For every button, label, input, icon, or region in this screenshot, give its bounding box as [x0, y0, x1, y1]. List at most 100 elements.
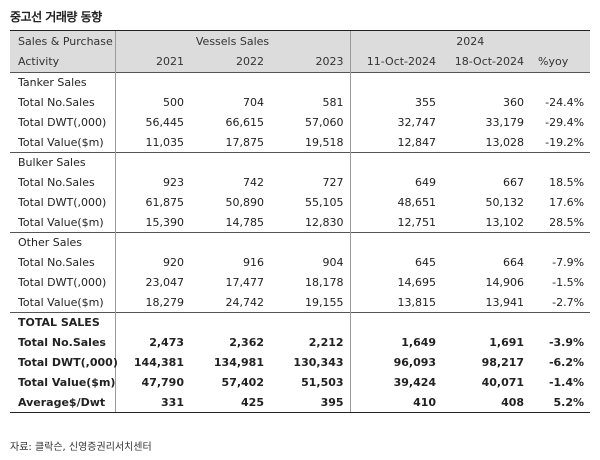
- cell-v2023: 19,155: [305, 295, 344, 309]
- cell-oct11: 355: [349, 92, 443, 113]
- cell-yoy: -29.4%: [545, 116, 585, 129]
- cell-oct11: 39,424: [349, 372, 443, 393]
- cell-v2023: 19,518: [305, 135, 344, 149]
- header-11-oct: 11-Oct-2024: [349, 51, 443, 73]
- cell-yoy: -1.5%: [552, 276, 585, 289]
- empty-cell: [349, 312, 443, 333]
- header-row-2: Activity 2021 2022 2023 11-Oct-2024 18-O…: [10, 51, 591, 73]
- cell-oct11: 649: [349, 172, 443, 193]
- cell-oct18: 13,028: [485, 135, 525, 149]
- cell-oct18: 667: [503, 176, 525, 189]
- table-row: Total Value($m) 11,035 17,875 19,518 12,847 1…: [10, 132, 590, 153]
- section-header-row: Other Sales: [10, 232, 591, 253]
- cell-yoy: 5.2%: [530, 392, 591, 413]
- page-title: 중고선 거래량 동향: [10, 10, 102, 24]
- empty-cell: [114, 232, 190, 253]
- cell-v2023: 57,060: [305, 116, 344, 129]
- empty-cell: [114, 72, 190, 93]
- cell-v2022: 66,615: [225, 116, 265, 129]
- empty-cell: [349, 152, 443, 173]
- row-label: Total DWT(,000): [18, 356, 118, 369]
- cell-oct11: 14,695: [349, 272, 443, 293]
- row-label: Total No.Sales: [18, 336, 106, 349]
- cell-v2021: 15,390: [114, 212, 190, 233]
- empty-cell: [349, 232, 443, 253]
- vessel-sales-table: Sales & Purchase Vessels Sales 2024 Acti…: [10, 30, 591, 413]
- table-row: Total Value($m) 47,790 57,402 51,503 39,424 4…: [10, 372, 590, 393]
- cell-v2021: 18,279: [114, 292, 190, 313]
- header-2023: 2023: [270, 51, 351, 73]
- cell-oct11: 1,649: [349, 332, 443, 353]
- row-label: Total Value($m): [18, 295, 104, 309]
- table-row: Total DWT(,000) 61,875 50,890 55,105 48,651 5…: [10, 192, 590, 213]
- cell-oct11: 645: [349, 252, 443, 273]
- cell-v2023: 18,178: [305, 276, 344, 289]
- cell-yoy: 18.5%: [549, 176, 585, 189]
- cell-yoy: -7.9%: [552, 256, 585, 269]
- section-header-row: TOTAL SALES: [10, 312, 591, 333]
- section-header-row: Tanker Sales: [10, 72, 591, 93]
- empty-cell: [442, 152, 531, 173]
- cell-v2021: 923: [114, 172, 190, 193]
- cell-v2021: 920: [114, 252, 190, 273]
- cell-v2022: 425: [190, 392, 270, 413]
- empty-cell: [190, 312, 270, 333]
- cell-v2022: 742: [243, 176, 264, 189]
- section-header-row: Bulker Sales: [10, 152, 591, 173]
- header-vessels-sales: Vessels Sales: [114, 30, 351, 52]
- cell-v2021: 61,875: [114, 192, 190, 213]
- cell-oct18: 360: [503, 96, 525, 109]
- cell-oct11: 32,747: [349, 112, 443, 133]
- section-title: TOTAL SALES: [10, 312, 115, 333]
- table-row: Average$/Dwt 331 425 395 410 408 5.2%: [10, 392, 591, 413]
- cell-v2022: 2,362: [229, 336, 264, 349]
- data-table: Sales & Purchase Vessels Sales 2024 Acti…: [10, 30, 591, 413]
- cell-v2022: 24,742: [225, 295, 265, 309]
- cell-oct18: 40,071: [481, 376, 525, 389]
- cell-v2022: 50,890: [225, 196, 265, 209]
- table-row: Total No.Sales 920 916 904 645 664 -7.9%: [10, 252, 590, 273]
- cell-yoy: -3.9%: [548, 336, 585, 349]
- header-2021: 2021: [114, 51, 190, 73]
- empty-cell: [349, 72, 443, 93]
- cell-v2021: 56,445: [114, 112, 190, 133]
- empty-cell: [530, 152, 591, 173]
- row-label: Total No.Sales: [18, 256, 95, 269]
- cell-v2021: 500: [114, 92, 190, 113]
- section-title: Tanker Sales: [10, 72, 115, 93]
- cell-yoy: -6.2%: [548, 356, 585, 369]
- cell-yoy: 28.5%: [549, 215, 585, 229]
- row-label: Total No.Sales: [18, 176, 95, 189]
- cell-v2022: 57,402: [221, 376, 264, 389]
- header-18-oct: 18-Oct-2024: [442, 51, 531, 73]
- empty-cell: [442, 232, 531, 253]
- cell-yoy: -2.7%: [552, 295, 585, 309]
- cell-v2022: 704: [243, 96, 264, 109]
- table-row: Total No.Sales 500 704 581 355 360 -24.4%: [10, 92, 590, 113]
- cell-v2023: 55,105: [305, 196, 344, 209]
- row-label: Average$/Dwt: [10, 392, 115, 413]
- row-label: Total Value($m): [18, 135, 104, 149]
- empty-cell: [270, 152, 351, 173]
- cell-v2022: 134,981: [213, 356, 264, 369]
- section-title: Other Sales: [10, 232, 115, 253]
- cell-v2023: 130,343: [293, 356, 344, 369]
- cell-v2022: 17,875: [225, 135, 265, 149]
- table-row: Total Value($m) 18,279 24,742 19,155 13,815 1…: [10, 292, 590, 313]
- header-row-1: Sales & Purchase Vessels Sales 2024: [10, 30, 591, 52]
- header-2022: 2022: [190, 51, 270, 73]
- cell-oct18: 13,941: [485, 295, 525, 309]
- cell-v2023: 395: [270, 392, 351, 413]
- cell-v2021: 11,035: [114, 132, 190, 153]
- source-note: 자료: 클락슨, 신영증권리서치센터: [10, 442, 152, 453]
- empty-cell: [114, 312, 190, 333]
- cell-oct18: 13,102: [485, 215, 525, 229]
- row-label: Total Value($m): [18, 215, 104, 229]
- cell-oct18: 14,906: [485, 276, 525, 289]
- cell-oct18: 1,691: [489, 336, 525, 349]
- header-2024: 2024: [349, 30, 591, 52]
- cell-oct11: 48,651: [349, 192, 443, 213]
- cell-v2023: 904: [322, 256, 344, 269]
- cell-yoy: -19.2%: [545, 135, 585, 149]
- cell-v2023: 12,830: [305, 215, 344, 229]
